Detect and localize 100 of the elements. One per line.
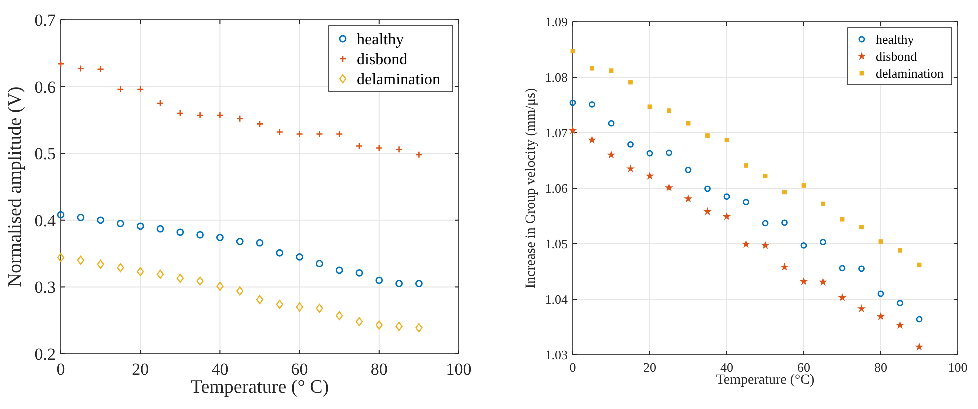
point [216, 234, 224, 242]
point [667, 108, 672, 113]
point [356, 142, 364, 150]
point [356, 269, 364, 277]
point [609, 68, 614, 74]
y-tick-label: 0.3 [34, 278, 56, 298]
point [780, 262, 789, 271]
x-tick-label: 100 [948, 360, 968, 375]
point [316, 130, 324, 138]
point [376, 276, 384, 284]
point [336, 311, 344, 321]
point [819, 278, 828, 286]
point [800, 242, 808, 249]
point [570, 100, 576, 106]
point [396, 146, 403, 154]
point [416, 280, 423, 288]
point [590, 66, 594, 71]
y-tick-label: 0.2 [34, 344, 56, 364]
point [77, 65, 85, 72]
point [97, 216, 104, 224]
point [628, 141, 634, 148]
point [77, 256, 84, 266]
point [136, 86, 144, 94]
point [589, 101, 596, 108]
point [704, 186, 711, 192]
point [156, 225, 164, 233]
y-tick-label: 0.5 [34, 144, 56, 164]
point [117, 220, 124, 228]
point [898, 248, 902, 253]
point [316, 304, 324, 314]
y-tick-label: 1.05 [545, 236, 568, 252]
y-tick-label: 1.06 [545, 181, 568, 196]
point [896, 321, 904, 330]
x-tick-label: 40 [212, 360, 229, 379]
y-tick-label: 0.4 [34, 211, 56, 230]
point [724, 138, 730, 142]
legend-label: healthy [357, 32, 404, 49]
point [782, 220, 788, 226]
x-tick-label: 20 [132, 360, 150, 379]
point [800, 277, 808, 286]
point [840, 217, 845, 222]
x-tick-label: 0 [570, 360, 576, 375]
point [97, 66, 104, 74]
y-tick-label: 1.09 [545, 14, 568, 30]
point [216, 112, 224, 120]
point [396, 280, 403, 288]
y-tick-label: 0.6 [34, 78, 56, 97]
legend-label: disbond [876, 49, 918, 64]
point [57, 253, 65, 262]
point [838, 293, 847, 302]
point [915, 342, 924, 351]
point [626, 164, 635, 173]
point [646, 172, 654, 180]
point [782, 190, 787, 195]
point [236, 286, 244, 296]
point [136, 222, 144, 230]
point [196, 231, 204, 239]
y-axis-title: Increase in Group velocity (mm/μs) [524, 88, 539, 289]
point [686, 121, 691, 126]
point [256, 120, 264, 128]
point [607, 150, 616, 159]
point [137, 267, 144, 276]
point [761, 241, 770, 250]
point [256, 295, 264, 304]
point [821, 202, 826, 206]
point [858, 304, 866, 313]
point [276, 249, 284, 257]
point [296, 302, 304, 312]
point [117, 263, 124, 272]
x-tick-label: 60 [291, 360, 308, 379]
point [376, 320, 383, 330]
point [685, 166, 692, 174]
point [916, 316, 923, 323]
x-tick-label: 0 [56, 360, 66, 379]
point [704, 207, 712, 216]
y-tick-label: 1.04 [545, 292, 568, 308]
y-tick-label: 1.08 [545, 70, 568, 86]
point [396, 322, 403, 332]
y-tick-label: 1.03 [545, 348, 568, 363]
point [196, 112, 204, 120]
point [236, 115, 244, 123]
point [176, 110, 184, 118]
point [608, 120, 615, 127]
point [648, 104, 652, 110]
point [256, 239, 264, 247]
point [216, 282, 224, 292]
point [117, 86, 124, 94]
x-tick-label: 60 [798, 360, 810, 375]
point [917, 262, 922, 268]
point [706, 134, 710, 138]
point [156, 270, 164, 280]
point [296, 253, 304, 261]
legend-label: delamination [876, 66, 944, 82]
point [176, 274, 184, 284]
point [839, 265, 846, 272]
point [316, 260, 324, 268]
point [570, 49, 576, 54]
legend-label: disbond [357, 52, 408, 69]
point [858, 266, 865, 272]
point [722, 212, 732, 220]
